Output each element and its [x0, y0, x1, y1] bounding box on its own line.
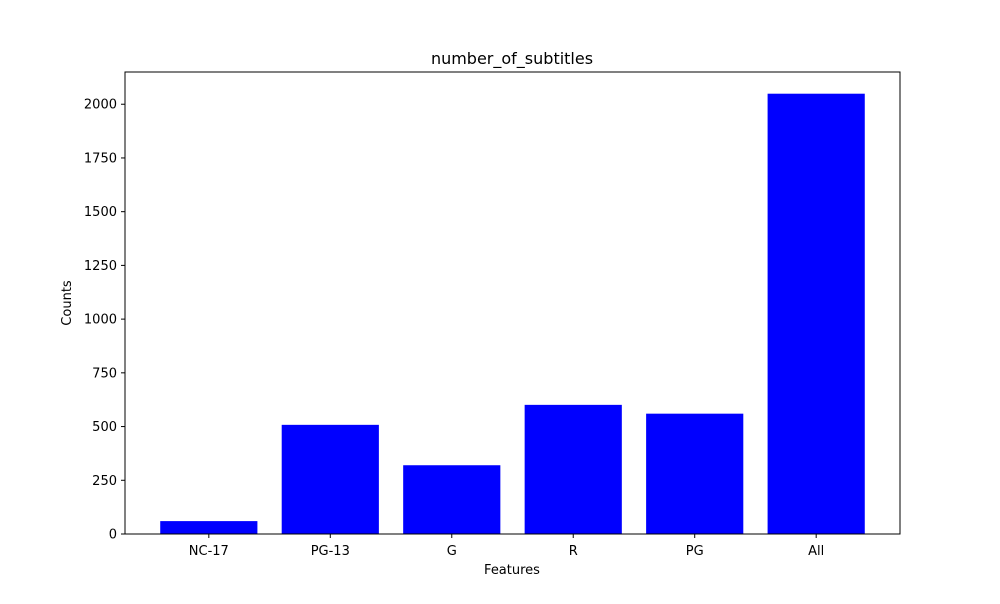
x-tick-label: PG-13	[311, 544, 350, 559]
y-tick-label: 2000	[84, 98, 117, 113]
bar-g	[403, 465, 501, 534]
chart-title: number_of_subtitles	[431, 49, 593, 69]
bars-layer	[160, 93, 865, 535]
bar-all	[767, 93, 865, 535]
y-tick-label: 1750	[84, 151, 117, 166]
x-axis-ticks: NC-17 PG-13 G R PG All	[189, 534, 824, 559]
y-tick-label: 1000	[84, 313, 117, 328]
y-tick-label: 1500	[84, 205, 117, 220]
bar-r	[524, 404, 622, 534]
y-tick-label: 1250	[84, 259, 117, 274]
x-tick-label: NC-17	[189, 544, 229, 559]
x-tick-label: All	[808, 544, 824, 559]
x-axis-label: Features	[484, 563, 540, 578]
y-tick-label: 500	[92, 420, 117, 435]
y-axis-ticks: 0 250 500 750 1000 1250 1500 1750 2000	[84, 98, 125, 543]
y-tick-label: 750	[92, 366, 117, 381]
x-tick-label: G	[447, 544, 457, 559]
bar-pg-13	[281, 424, 379, 534]
plot-frame	[124, 71, 901, 535]
bar-pg	[646, 413, 744, 534]
y-axis-label: Counts	[60, 280, 75, 326]
bar-nc-17	[160, 521, 258, 534]
y-tick-label: 0	[109, 528, 117, 543]
x-tick-label: R	[569, 544, 578, 559]
x-tick-label: PG	[686, 544, 704, 559]
y-tick-label: 250	[92, 474, 117, 489]
